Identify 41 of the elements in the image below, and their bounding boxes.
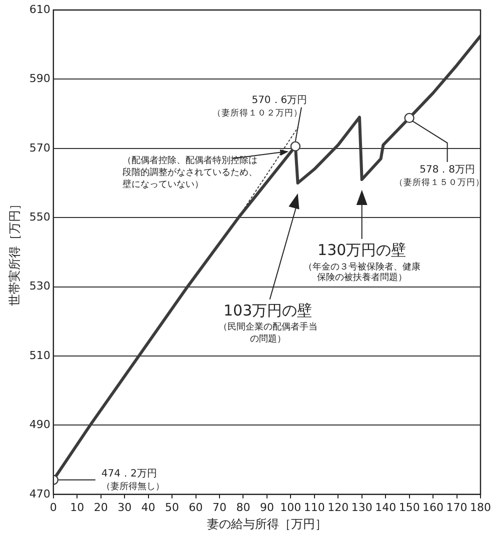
x-tick-label: 0 <box>50 500 57 514</box>
x-tick-label: 170 <box>446 500 468 514</box>
x-tick-label: 130 <box>351 500 372 514</box>
x-tick-label: 60 <box>188 500 203 514</box>
x-tick-label: 110 <box>304 500 325 514</box>
annotation: 578．8万円 <box>420 164 476 176</box>
y-tick-label: 610 <box>29 2 50 16</box>
x-tick-label: 20 <box>94 500 108 514</box>
x-axis-title: 妻の給与所得［万円］ <box>206 516 327 531</box>
annotation: （年金の３号被保険者、健康保険の被扶養者問題） <box>303 261 420 283</box>
y-tick-label: 470 <box>29 487 50 500</box>
x-tick-label: 10 <box>70 500 84 514</box>
x-tick-label: 140 <box>375 500 396 514</box>
annotation: （民間企業の配偶者手当の問題） <box>218 322 318 345</box>
x-tick-label: 40 <box>141 500 156 514</box>
point <box>290 141 301 152</box>
x-tick-label: 180 <box>470 500 491 514</box>
x-tick-label: 120 <box>328 500 349 514</box>
y-tick-label: 490 <box>29 418 50 432</box>
x-tick-label: 160 <box>422 500 444 514</box>
x-tick-label: 150 <box>398 500 420 514</box>
y-axis-title: 世帯実所得［万円］ <box>7 198 22 306</box>
x-tick-label: 50 <box>165 500 180 514</box>
y-tick-label: 510 <box>29 348 50 362</box>
y-tick-label: 570 <box>29 141 50 154</box>
annotation: （妻所得１５０万円） <box>394 177 484 188</box>
x-tick-label: 80 <box>236 500 250 514</box>
annotation: （妻所得無し） <box>101 481 164 492</box>
x-tick-label: 70 <box>212 500 226 514</box>
annotation: 570．6万円 <box>252 94 308 106</box>
x-tick-label: 30 <box>118 500 132 514</box>
annotation: 103万円の壁 <box>223 301 312 320</box>
annotation: （妻所得１０２万円） <box>212 108 302 119</box>
point <box>404 112 414 124</box>
y-tick-label: 550 <box>29 210 50 224</box>
x-tick-label: 100 <box>280 500 302 514</box>
x-tick-label: 90 <box>260 500 274 514</box>
y-tick-label: 530 <box>29 280 50 293</box>
y-tick-label: 590 <box>29 72 50 86</box>
annotation: 474．2万円 <box>101 468 157 480</box>
annotation: 130万円の壁 <box>318 240 406 259</box>
